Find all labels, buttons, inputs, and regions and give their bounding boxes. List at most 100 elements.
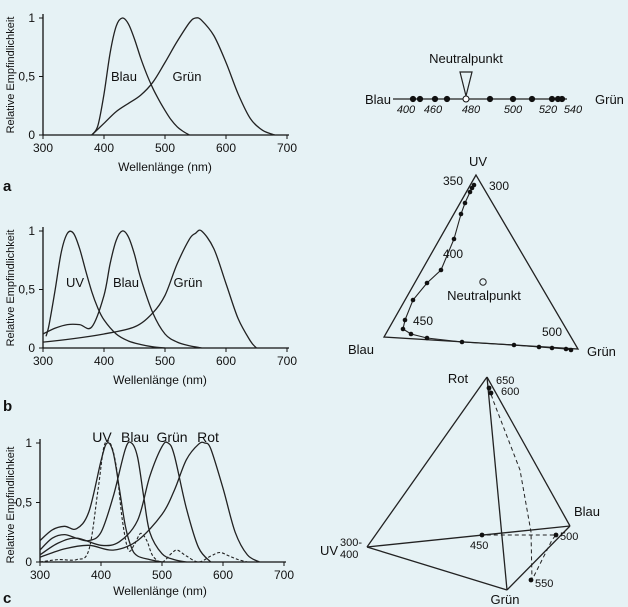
- triangle-vertex-blau: Blau: [348, 342, 374, 357]
- panel-c-label-blau: Blau: [121, 429, 149, 445]
- color-line-point: [443, 95, 451, 103]
- curve-c-rot: [39, 441, 260, 563]
- triangle-locus-point: [467, 189, 473, 195]
- y-tick-label-a: 1: [28, 11, 35, 25]
- x-tick-label-a: 600: [216, 141, 236, 155]
- color-line-left-label: Blau: [365, 92, 391, 107]
- triangle-neutral-point: [479, 278, 487, 286]
- spectra-plot-b: 300 400 500 600 700 0 0,5 1: [18, 224, 297, 368]
- curve-a-grün: [91, 17, 276, 136]
- color-line-point: [548, 95, 556, 103]
- color-line-tick-500: 500: [504, 104, 523, 116]
- color-line-tick-480: 480: [462, 104, 481, 116]
- curve-c-grün: [39, 441, 212, 563]
- x-tick-label-a: 500: [155, 141, 175, 155]
- y-tick-label-a: 0: [28, 128, 35, 142]
- panel-b-letter: b: [3, 398, 12, 415]
- triangle-locus-point: [458, 211, 464, 217]
- panel-c-ylabel: Relative Empfindlichkeit: [5, 447, 17, 564]
- color-line-point: [486, 95, 494, 103]
- color-line-neutral-point: [462, 95, 470, 103]
- x-tick-label-a: 300: [33, 141, 53, 155]
- color-line-right-label: Grün: [595, 92, 624, 107]
- curve-b-uv: [45, 230, 166, 349]
- dichromat-color-line: Neutralpunkt Blau Grün 400 460 480 500 5…: [365, 51, 624, 116]
- color-line-point: [431, 95, 439, 103]
- curve-c-blau: [39, 441, 187, 563]
- tetra-wl-450: 450: [470, 540, 488, 552]
- curve-b-blau: [42, 230, 202, 349]
- color-line-tick-520: 520: [539, 104, 558, 116]
- y-tick-label-b: 1: [28, 224, 35, 238]
- curve-c-uv: [39, 442, 163, 563]
- tetra-vertex-blau: Blau: [574, 504, 600, 519]
- x-tick-label-c: 500: [152, 568, 172, 582]
- tetra-uv-range-start: 300-: [340, 537, 362, 549]
- color-line-tick-400: 400: [397, 104, 416, 116]
- panel-a-label-gruen: Grün: [173, 69, 202, 84]
- triangle-vertex-uv: UV: [469, 154, 487, 169]
- x-tick-label-a: 700: [277, 141, 297, 155]
- triangle-locus-point: [424, 280, 430, 286]
- panel-b-label-uv: UV: [66, 275, 84, 290]
- panel-c-letter: c: [3, 590, 11, 607]
- triangle-wl-350: 350: [443, 174, 463, 188]
- triangle-locus-point: [402, 317, 408, 323]
- triangle-locus-point: [400, 326, 406, 332]
- y-tick-label-a: 0,5: [18, 70, 35, 84]
- color-line-point: [416, 95, 424, 103]
- tetra-vertex-uv: UV: [320, 543, 338, 558]
- tetra-wl-550: 550: [535, 578, 553, 590]
- tetrachromat-tetrahedron: Rot Blau Grün UV 300- 400 650 600 450 50…: [320, 371, 600, 607]
- triangle-wl-400: 400: [443, 247, 463, 261]
- panel-b-label-gruen: Grün: [174, 275, 203, 290]
- tetra-vertex-gruen: Grün: [491, 592, 520, 607]
- triangle-locus-point: [469, 185, 475, 191]
- color-line-point: [509, 95, 517, 103]
- triangle-locus-point: [451, 236, 457, 242]
- panel-b-ylabel: Relative Empfindlichkeit: [5, 230, 17, 347]
- tetra-wl-650: 650: [496, 375, 514, 387]
- panel-a-spectra: Relative Empfindlichkeit Wellenlänge (nm…: [3, 17, 212, 195]
- curve-c-dashed-4: [39, 439, 248, 563]
- panel-a-label-blau: Blau: [111, 69, 137, 84]
- neutral-point-title: Neutralpunkt: [429, 51, 503, 66]
- x-tick-label-b: 700: [277, 354, 297, 368]
- x-tick-label-c: 600: [213, 568, 233, 582]
- panel-c-xlabel: Wellenlänge (nm): [113, 584, 207, 598]
- panel-b-spectra: Relative Empfindlichkeit Wellenlänge (nm…: [3, 230, 207, 415]
- triangle-wl-300: 300: [489, 179, 509, 193]
- x-tick-label-b: 400: [94, 354, 114, 368]
- triangle-locus-point: [410, 297, 416, 303]
- tetra-locus-point: [488, 390, 494, 396]
- panel-a-letter: a: [3, 178, 12, 195]
- color-line-point: [558, 95, 566, 103]
- tetrahedron-edges: [366, 376, 571, 591]
- spectra-plot-c: 300 400 500 600 700 0 0,5 1: [15, 436, 294, 582]
- triangle-locus-point: [462, 200, 468, 206]
- curve-b-grün: [42, 229, 257, 349]
- triangle-wl-450: 450: [413, 314, 433, 328]
- triangle-locus-point: [568, 347, 574, 353]
- y-tick-label-c: 0,5: [15, 496, 32, 510]
- panel-a-ylabel: Relative Empfindlichkeit: [5, 17, 17, 134]
- x-tick-label-c: 700: [274, 568, 294, 582]
- x-tick-label-c: 300: [30, 568, 50, 582]
- color-line-tick-460: 460: [424, 104, 443, 116]
- color-line-point: [528, 95, 536, 103]
- panel-b-label-blau: Blau: [113, 275, 139, 290]
- tetra-locus-point: [486, 385, 492, 391]
- triangle-locus-point: [438, 267, 444, 273]
- y-tick-label-b: 0: [28, 341, 35, 355]
- tetra-uv-range-end: 400: [340, 549, 358, 561]
- triangle-vertex-gruen: Grün: [587, 344, 616, 359]
- triangle-locus-point: [536, 344, 542, 350]
- panel-c-label-gruen: Grün: [156, 429, 187, 445]
- panel-b-xlabel: Wellenlänge (nm): [113, 373, 207, 387]
- y-tick-label-c: 1: [25, 436, 32, 450]
- triangle-locus-point: [549, 345, 555, 351]
- color-line-tick-540: 540: [564, 104, 583, 116]
- y-tick-label-c: 0: [25, 555, 32, 569]
- x-tick-label-c: 400: [91, 568, 111, 582]
